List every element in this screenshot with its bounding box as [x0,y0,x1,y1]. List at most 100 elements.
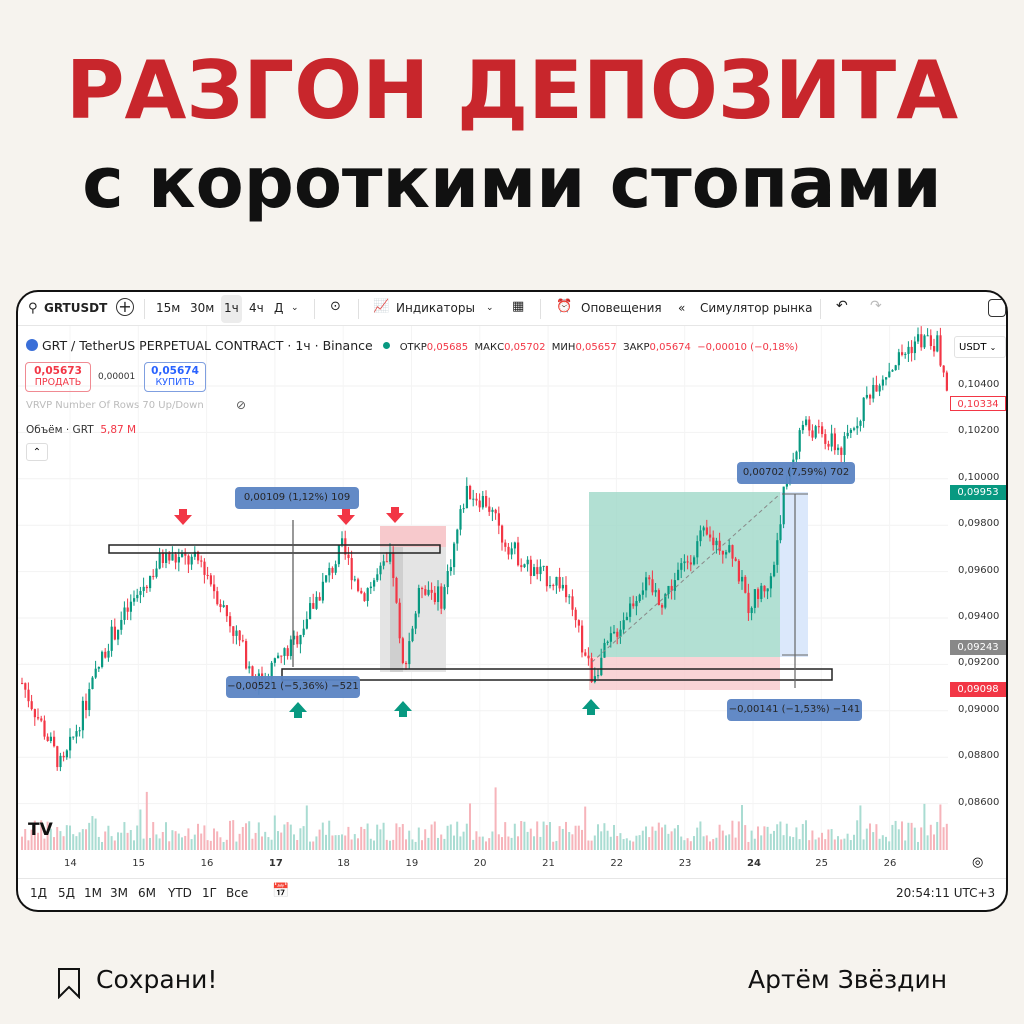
replay-icon[interactable]: « [678,301,686,315]
candle [376,574,379,581]
candle [811,430,814,438]
candle [494,509,497,514]
candle [78,730,81,732]
interval-1d[interactable]: Д [274,301,284,315]
price-tick: 0,10400 [958,379,1000,390]
alerts-button[interactable]: Оповещения [581,301,662,315]
axis-settings-icon[interactable]: ◎ [972,855,984,870]
chevron-down-icon[interactable]: ⌄ [291,303,299,313]
goto-date-icon[interactable]: 📅 [272,883,290,899]
compare-add-icon[interactable]: + [116,298,134,316]
redo-icon[interactable]: ↷ [870,298,882,314]
candle [478,500,481,508]
candle [213,584,216,592]
volume-bar [587,840,590,850]
alarm-icon[interactable]: ⏰ [556,299,573,314]
vrvp-indicator-label: VRVP Number Of Rows 70 Up/Down [26,400,204,411]
interval-4h[interactable]: 4ч [249,301,264,315]
volume-bar [318,829,321,850]
sell-button[interactable]: 0,05673 ПРОДАТЬ [25,362,91,392]
candle [574,609,577,621]
volume-bar [501,837,503,850]
candle [152,575,155,577]
volume-bar [622,839,625,850]
volume-bar [689,841,692,850]
volume-bar [347,826,350,850]
candle [347,554,350,559]
candle [232,626,235,636]
price-chart[interactable] [18,292,1008,912]
volume-bar [657,822,660,850]
candle [149,575,152,589]
candles-icon[interactable]: ⊙ [330,299,341,314]
volume-bar [331,835,334,850]
buy-button[interactable]: 0,05674 КУПИТЬ [144,362,206,392]
volume-bar [296,840,299,850]
fullscreen-icon[interactable] [988,299,1006,317]
layouts-icon[interactable]: ▦ [512,299,525,314]
candle [936,335,939,352]
volume-bar [302,826,305,850]
search-icon[interactable]: ⚲ [28,301,38,316]
range-button[interactable]: 6М [138,886,156,900]
volume-bar [853,834,855,850]
replay-button[interactable]: Симулятор рынка [700,301,813,315]
candle [744,576,747,593]
volume-bar [785,823,788,850]
candle [933,346,936,352]
candle [117,629,120,640]
volume-bar [46,821,49,850]
symbol-search[interactable]: GRTUSDT [44,301,108,315]
symbol-title: GRT / TetherUS PERPETUAL CONTRACT · 1ч ·… [41,338,373,353]
range-button[interactable]: 1Д [30,886,48,900]
undo-icon[interactable]: ↶ [836,298,848,314]
volume-bar [533,836,535,850]
interval-30m[interactable]: 30м [190,301,215,315]
indicators-icon[interactable]: 📈 [373,299,390,314]
candle [369,586,372,589]
candle [555,576,558,586]
candle [177,556,180,563]
volume-bar [357,838,359,850]
price-tick: 0,09000 [958,703,1000,715]
volume-bar [184,835,187,850]
headline-title: РАЗГОН ДЕПОЗИТА [65,44,959,137]
volume-bar [360,826,363,850]
range-button[interactable]: YTD [168,886,192,900]
chevron-down-icon[interactable]: ⌄ [486,303,494,313]
resistance-zone [108,544,441,554]
candle [827,443,830,447]
candle [101,651,104,667]
interval-1h[interactable]: 1ч [221,295,242,323]
volume-bar [705,835,708,850]
range-button[interactable]: 5Д [58,886,76,900]
candle [389,552,392,562]
indicators-button[interactable]: Индикаторы [396,301,475,315]
price-tick: 0,09600 [958,564,1000,576]
candle [104,651,107,658]
range-button[interactable]: 1М [84,886,102,900]
interval-15m[interactable]: 15м [156,301,181,315]
candle [62,755,65,758]
candle [821,426,824,435]
candle [37,717,40,719]
volume-bar [734,837,737,850]
volume-bar [280,832,283,850]
candle [56,746,59,768]
range-button[interactable]: Все [226,886,249,900]
volume-bar [405,839,407,850]
range-button[interactable]: 3М [110,886,128,900]
candle [728,545,731,553]
collapse-legend-button[interactable]: ⌃ [26,443,48,461]
date-tick: 22 [610,858,624,869]
volume-bar [728,834,731,850]
currency-selector[interactable]: USDT ⌄ [954,336,1006,358]
candle [699,530,702,542]
volume-bar [753,838,756,850]
volume-bar [478,836,481,850]
candle [747,592,750,614]
range-button[interactable]: 1Г [202,886,217,900]
clock[interactable]: 20:54:11 UTC+3 [896,886,996,900]
candle [462,508,465,510]
eye-hidden-icon[interactable]: ⊘ [236,398,247,412]
